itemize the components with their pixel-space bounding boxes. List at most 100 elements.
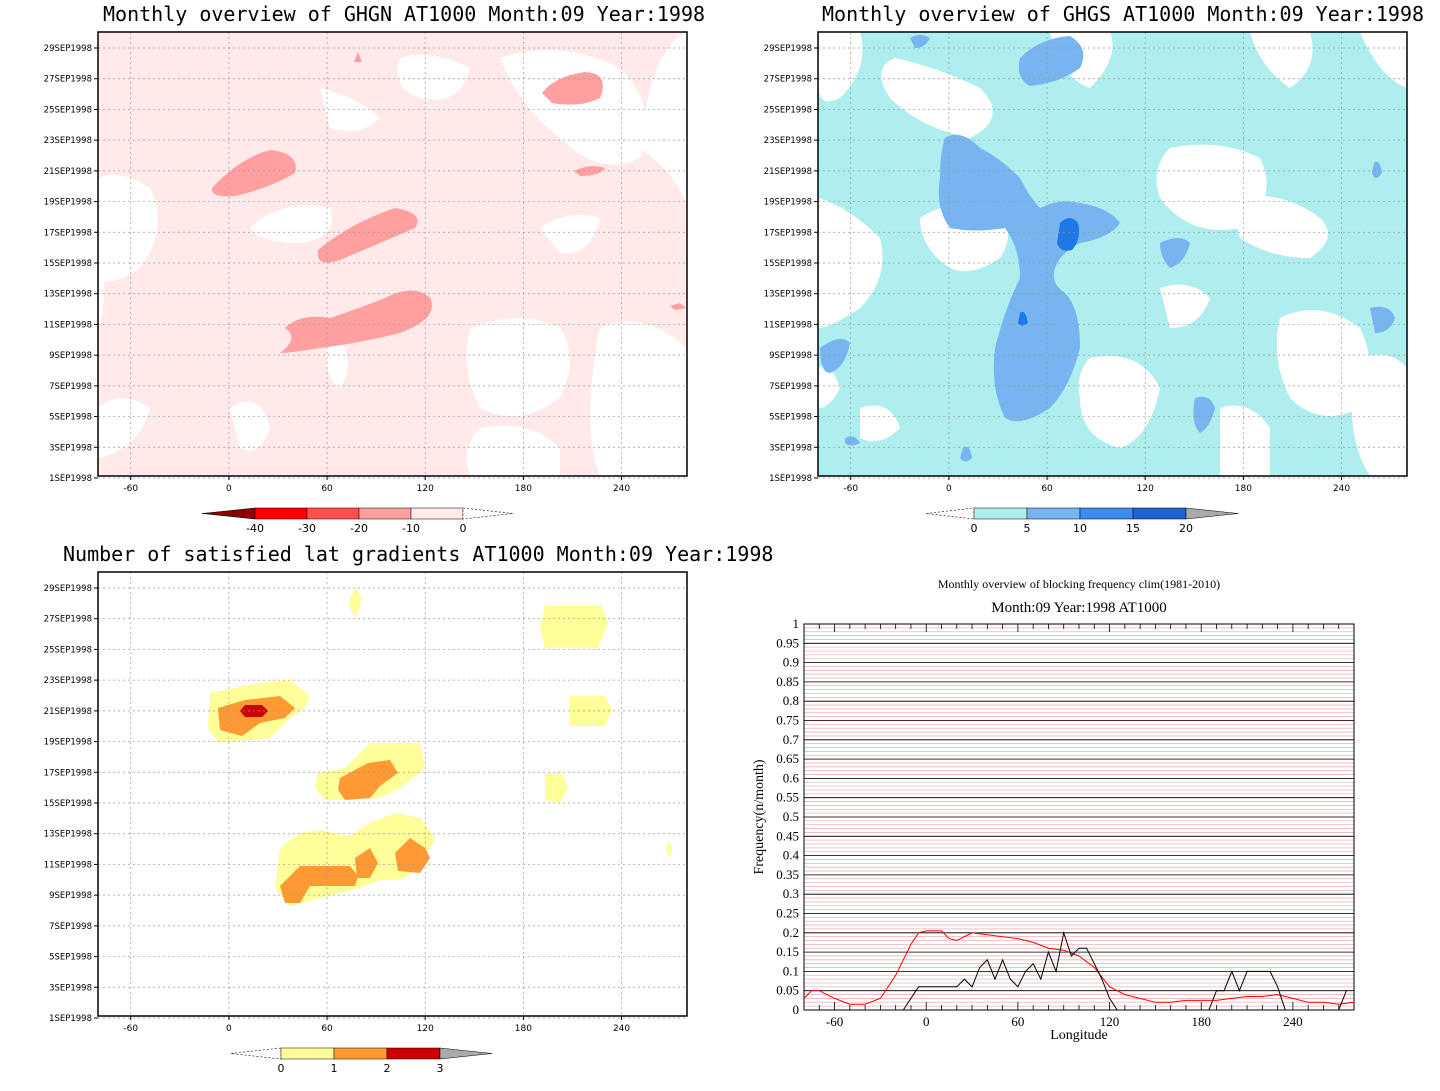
y-tick-label: 23SEP1998	[44, 136, 92, 146]
x-tick-label: 240	[613, 1024, 630, 1034]
y-tick-label: 21SEP1998	[44, 707, 92, 717]
y-tick-label: 29SEP1998	[44, 584, 92, 594]
x-tick-label: 180	[1235, 484, 1252, 494]
ghgs-mid-regions	[820, 35, 1395, 462]
y-tick-label: 0.6	[783, 770, 800, 785]
y-tick-label: 21SEP1998	[44, 167, 92, 177]
y-tick-label: 0.75	[776, 713, 799, 728]
colorbar-segment	[254, 507, 308, 520]
grid	[98, 572, 687, 1019]
x-tick-label: 120	[1100, 1014, 1120, 1029]
gradients-level2	[218, 696, 430, 903]
colorbar-segment	[1132, 507, 1187, 520]
x-axis-label: Longitude	[1050, 1028, 1108, 1043]
x-tick-label: -60	[123, 1024, 138, 1034]
y-tick-label: 27SEP1998	[44, 75, 92, 85]
colorbar-tick-label: 20	[1179, 522, 1193, 535]
colorbar-segment	[358, 507, 412, 520]
x-tick-label: 240	[613, 484, 630, 494]
y-tick-label: 15SEP1998	[764, 259, 812, 269]
colorbar-tick-label: 0	[460, 522, 467, 535]
y-tick-label: 13SEP1998	[44, 290, 92, 300]
blocking-frequency-chart: Monthly overview of blocking frequency c…	[752, 577, 1355, 1043]
grid	[98, 32, 687, 479]
y-tick-label: 17SEP1998	[764, 228, 812, 238]
series-lines	[803, 930, 1355, 1011]
colorbar-extend-high	[462, 507, 514, 520]
y-tick-label: 1SEP1998	[769, 474, 812, 484]
colorbar-extend-high	[1185, 507, 1239, 520]
x-tick-label: 0	[946, 484, 952, 494]
colorbar-tick-label: 3	[437, 1062, 444, 1075]
y-tick-label: 0	[793, 1002, 800, 1017]
colorbar-tick-label: 5	[1024, 522, 1031, 535]
colorbar-segment	[306, 507, 360, 520]
panel-title-ghgs: Monthly overview of GHGS AT1000 Month:09…	[822, 2, 1425, 26]
y-tick-label: 1SEP1998	[49, 474, 92, 484]
x-tick-labels: -60 0 60 120 180 240	[803, 624, 1355, 1029]
colorbar-segment	[386, 1047, 441, 1060]
y-tick-label: 1SEP1998	[49, 1014, 92, 1024]
y-tick-label: 11SEP1998	[44, 860, 92, 870]
colorbar-tick-label: 2	[384, 1062, 391, 1075]
y-tick-label: 3SEP1998	[49, 443, 92, 453]
grid	[804, 623, 1354, 1011]
colorbar-tick-label: 15	[1126, 522, 1140, 535]
y-tick-label: 0.4	[783, 848, 800, 863]
year-line	[902, 930, 1347, 1011]
y-tick-label: 0.05	[776, 983, 799, 998]
colorbar-segment	[973, 507, 1028, 520]
x-tick-label: 120	[417, 484, 434, 494]
y-axis-label: Frequency(n/month)	[752, 759, 767, 874]
y-tick-label: 0.85	[776, 674, 799, 689]
x-tick-label: 180	[515, 1024, 532, 1034]
ghgs-colorbar: 0 5 10 15 20	[925, 507, 1239, 535]
colorbar-tick-label: 1	[331, 1062, 338, 1075]
x-tick-label: 60	[1041, 484, 1053, 494]
colorbar-extend-low	[201, 507, 256, 520]
ghgn-negative-regions	[211, 52, 686, 353]
y-tick-label: 19SEP1998	[44, 738, 92, 748]
y-tick-label: 0.9	[783, 655, 799, 670]
y-tick-label: 13SEP1998	[44, 830, 92, 840]
colorbar-extend-low	[230, 1047, 282, 1060]
x-tick-label: 120	[417, 1024, 434, 1034]
x-tick-label: 120	[1137, 484, 1154, 494]
y-tick-label: 1	[793, 616, 800, 631]
y-tick-label: 0.15	[776, 944, 799, 959]
x-tick-labels: -60 0 60 120 180 240	[123, 476, 630, 494]
x-tick-label: 0	[226, 1024, 232, 1034]
panel-title-gradients: Number of satisfied lat gradients AT1000…	[63, 542, 774, 566]
y-tick-label: 15SEP1998	[44, 799, 92, 809]
y-tick-label: 9SEP1998	[49, 891, 92, 901]
y-tick-label: 7SEP1998	[49, 922, 92, 932]
y-tick-label: 0.95	[776, 635, 799, 650]
y-tick-label: 0.5	[783, 809, 799, 824]
y-tick-label: 23SEP1998	[764, 136, 812, 146]
panel-title-ghgn: Monthly overview of GHGN AT1000 Month:09…	[103, 2, 706, 26]
x-tick-label: 0	[226, 484, 232, 494]
y-tick-label: 19SEP1998	[764, 198, 812, 208]
y-tick-label: 11SEP1998	[44, 320, 92, 330]
colorbar-tick-label: 0	[971, 522, 978, 535]
colorbar-segment	[1079, 507, 1134, 520]
y-tick-label: 19SEP1998	[44, 198, 92, 208]
y-tick-label: 7SEP1998	[49, 382, 92, 392]
y-tick-label: 3SEP1998	[49, 983, 92, 993]
y-tick-label: 0.3	[783, 886, 799, 901]
x-tick-label: 180	[1191, 1014, 1211, 1029]
ghgn-map: -60 0 60 120 180 240 29SEP1998 27SEP1998 25SEP1…	[44, 31, 688, 494]
colorbar-tick-label: 0	[278, 1062, 285, 1075]
y-tick-label: 25SEP1998	[44, 105, 92, 115]
x-tick-label: 180	[515, 484, 532, 494]
y-tick-label: 17SEP1998	[44, 768, 92, 778]
colorbar-segment	[280, 1047, 335, 1060]
y-tick-label: 0.2	[783, 925, 799, 940]
x-tick-label: 0	[923, 1014, 930, 1029]
x-tick-label: 240	[1333, 484, 1350, 494]
ghgs-map: -60 0 60 120 180 240 29SEP1998 27SEP1998 25SEP1…	[764, 31, 1408, 494]
y-tick-label: 3SEP1998	[769, 443, 812, 453]
colorbar-tick-label: -10	[402, 522, 420, 535]
x-tick-label: -60	[826, 1014, 843, 1029]
y-tick-label: 0.8	[783, 693, 799, 708]
